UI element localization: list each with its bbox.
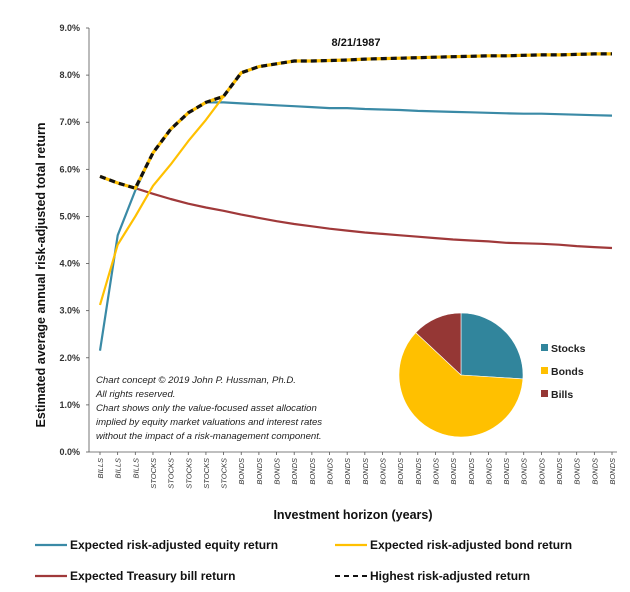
y-tick-label: 8.0% [59, 70, 80, 80]
series-line-highest [99, 52, 612, 190]
legend-label: Highest risk-adjusted return [370, 569, 530, 583]
y-ticks: 0.0% 1.0% 2.0% 3.0% 4.0% 5.0% 6.0% 7.0% 8.0% 9.0% [59, 23, 89, 457]
x-tick-label: BONDS [255, 458, 264, 485]
pie-legend-swatch [541, 390, 548, 397]
annotation-line: All rights reserved. [95, 389, 175, 400]
x-tick-label: BONDS [467, 458, 476, 485]
y-tick-label: 7.0% [59, 117, 80, 127]
y-tick-label: 5.0% [59, 211, 80, 221]
y-tick-label: 0.0% [59, 447, 80, 457]
pie-legend: Stocks Bonds Bills [541, 343, 586, 401]
x-tick-label: BONDS [326, 458, 335, 485]
y-tick-label: 6.0% [59, 164, 80, 174]
x-tick-label: BONDS [378, 458, 387, 485]
pie-legend-swatch [541, 367, 548, 374]
x-tick-label: BONDS [343, 458, 352, 485]
pie-slice-bonds [398, 332, 524, 438]
y-tick-label: 3.0% [59, 306, 80, 316]
x-tick-label: BONDS [555, 458, 564, 485]
legend: Expected risk-adjusted equity return Expe… [35, 538, 572, 583]
y-axis-title: Estimated average annual risk-adjusted t… [34, 123, 48, 428]
legend-label: Expected risk-adjusted bond return [370, 538, 572, 552]
annotation-line: without the impact of a risk-management … [96, 431, 322, 442]
x-tick-label: STOCKS [184, 458, 193, 489]
pie-legend-swatch [541, 344, 548, 351]
x-tick-label: BILLS [114, 458, 123, 478]
annotation-text: Chart concept © 2019 John P. Hussman, Ph… [95, 375, 322, 442]
x-axis-title: Investment horizon (years) [273, 508, 432, 522]
pie-slice-bills [415, 312, 462, 376]
y-tick-label: 1.0% [59, 400, 80, 410]
annotation-line: Chart shows only the value-focused asset… [96, 403, 317, 414]
x-tick-label: BONDS [237, 458, 246, 485]
x-tick-label: BONDS [502, 458, 511, 485]
pie-legend-label: Bills [551, 389, 573, 401]
x-tick-label: BONDS [396, 458, 405, 485]
x-tick-label: BONDS [431, 458, 440, 485]
x-tick-label: BONDS [308, 458, 317, 485]
legend-label: Expected Treasury bill return [70, 569, 235, 583]
chart-title: 8/21/1987 [332, 37, 381, 49]
x-tick-label: STOCKS [167, 458, 176, 489]
x-tick-label: BONDS [537, 458, 546, 485]
x-tick-label: STOCKS [149, 458, 158, 489]
pie-slice-stocks [460, 312, 524, 380]
x-tick-label: STOCKS [202, 458, 211, 489]
series-line-2 [99, 175, 613, 250]
y-tick-label: 9.0% [59, 23, 80, 33]
x-tick-label: BONDS [520, 458, 529, 485]
x-tick-label: BONDS [484, 458, 493, 485]
x-tick-label: BONDS [608, 458, 617, 485]
x-tick-label: BILLS [131, 458, 140, 478]
legend-label: Expected risk-adjusted equity return [70, 538, 278, 552]
x-tick-label: STOCKS [220, 458, 229, 489]
pie-legend-label: Stocks [551, 343, 586, 355]
x-tick-label: BONDS [290, 458, 299, 485]
y-tick-label: 2.0% [59, 353, 80, 363]
x-ticks: BILLS BILLS BILLS STOCKS STOCKS STOCKS STOCKS S… [96, 452, 617, 489]
series-layer [98, 52, 613, 351]
pie-legend-label: Bonds [551, 366, 584, 378]
x-tick-label: BONDS [590, 458, 599, 485]
y-tick-label: 4.0% [59, 259, 80, 269]
x-tick-label: BONDS [414, 458, 423, 485]
annotation-line: Chart concept © 2019 John P. Hussman, Ph… [96, 375, 296, 386]
x-tick-label: BONDS [573, 458, 582, 485]
x-tick-label: BILLS [96, 458, 105, 478]
x-tick-label: BONDS [273, 458, 282, 485]
annotation-line: implied by equity market valuations and … [96, 417, 322, 428]
x-tick-label: BONDS [361, 458, 370, 485]
x-tick-label: BONDS [449, 458, 458, 485]
pie-chart [398, 312, 524, 438]
